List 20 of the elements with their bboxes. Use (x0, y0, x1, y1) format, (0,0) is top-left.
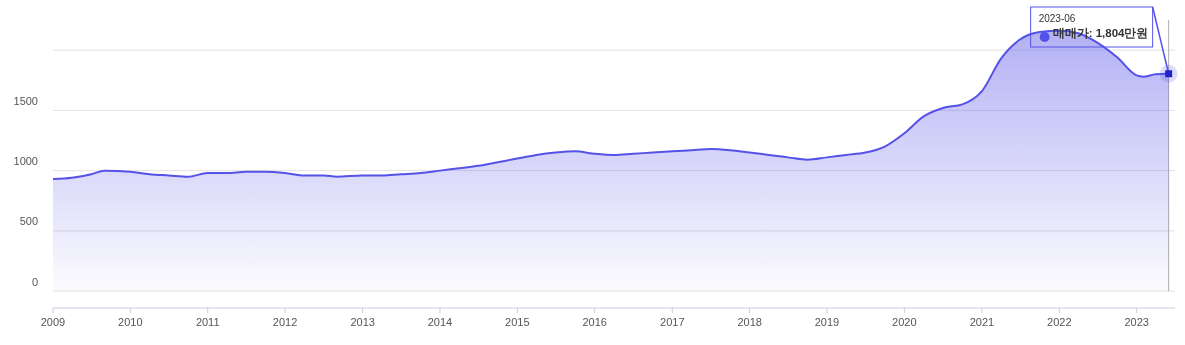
y-tick-label: 500 (19, 215, 38, 228)
annotation: 2023-06 매매가: 1,804만원 (1038, 13, 1149, 39)
x-tick-label: 2016 (582, 316, 607, 328)
x-tick-label: 2021 (969, 316, 995, 328)
y-tick-label: 0 (31, 275, 38, 288)
x-tick-label: 2015 (505, 316, 530, 328)
y-tick-label: 1000 (13, 155, 38, 168)
x-tick-label: 2014 (427, 316, 453, 328)
x-tick-label: 2011 (195, 316, 220, 328)
x-tick-label: 2019 (814, 316, 840, 328)
x-tick-label: 2013 (350, 316, 375, 328)
x-tick-label: 2012 (272, 316, 298, 328)
x-tick-label: 2020 (892, 316, 917, 328)
x-tick-label: 2017 (660, 316, 685, 328)
x-tick-label: 2010 (118, 316, 143, 328)
x-tick-label: 2022 (1047, 316, 1072, 328)
y-tick-label: 1500 (13, 94, 38, 107)
x-tick-label: 2023 (1124, 316, 1149, 328)
x-tick-label: 2009 (40, 316, 66, 328)
x-tick-label: 2018 (737, 316, 762, 328)
